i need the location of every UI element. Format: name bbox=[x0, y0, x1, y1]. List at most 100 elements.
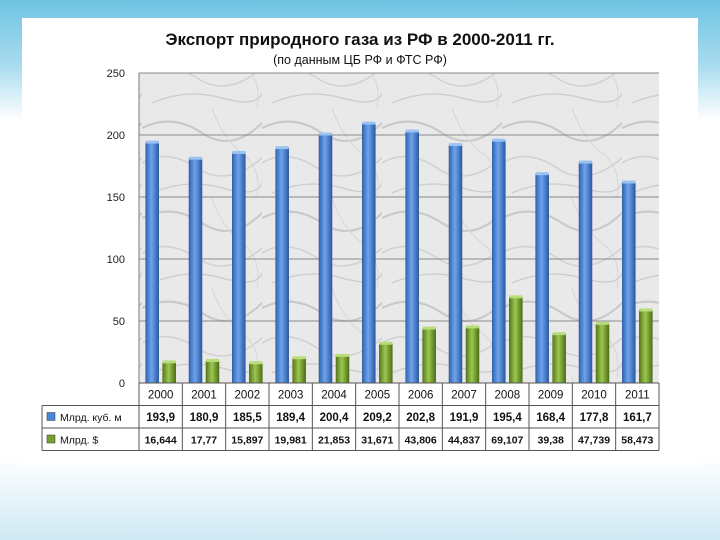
chart-title: Экспорт природного газа из РФ в 2000-201… bbox=[165, 30, 555, 49]
data-label: 43,806 bbox=[405, 435, 437, 447]
data-label: 15,897 bbox=[231, 435, 263, 447]
bar-volume-2003 bbox=[275, 147, 289, 384]
bar-cap bbox=[596, 321, 609, 325]
bar-volume-2004 bbox=[318, 134, 333, 384]
bar-volume-2001 bbox=[188, 158, 203, 384]
data-label: 200,4 bbox=[320, 412, 349, 424]
data-label: 44,837 bbox=[448, 435, 480, 447]
bar-cap bbox=[336, 353, 349, 357]
bar-cap bbox=[492, 138, 506, 142]
data-label: 195,4 bbox=[493, 412, 522, 424]
data-label: 185,5 bbox=[233, 412, 262, 424]
data-label: 161,7 bbox=[623, 412, 652, 424]
bar-cap bbox=[535, 172, 549, 176]
bar-cap bbox=[249, 361, 263, 365]
x-tick-label: 2004 bbox=[321, 390, 347, 402]
bar-cap bbox=[622, 180, 636, 184]
bar-value-2006 bbox=[422, 328, 436, 384]
bar-cap bbox=[422, 326, 436, 330]
x-tick-label: 2007 bbox=[451, 390, 477, 402]
legend-swatch bbox=[46, 412, 56, 421]
data-label: 31,671 bbox=[361, 435, 393, 447]
x-tick-label: 2005 bbox=[365, 390, 391, 402]
chart-subtitle: (по данным ЦБ РФ и ФТС РФ) bbox=[273, 53, 447, 67]
data-label: 17,77 bbox=[191, 435, 217, 447]
data-label: 39,38 bbox=[538, 435, 564, 447]
x-tick-label: 2002 bbox=[235, 390, 261, 402]
bar-value-2001 bbox=[205, 360, 220, 384]
slide-background-bottom bbox=[0, 455, 720, 540]
bar-cap bbox=[292, 356, 306, 360]
y-tick-label: 0 bbox=[119, 378, 125, 390]
bar-value-2005 bbox=[379, 343, 393, 384]
x-tick-label: 2003 bbox=[278, 390, 304, 402]
y-tick-label: 150 bbox=[107, 192, 125, 204]
bar-volume-2008 bbox=[492, 140, 506, 384]
bar-cap bbox=[379, 341, 393, 345]
bar-value-2000 bbox=[162, 362, 176, 384]
bar-value-2009 bbox=[552, 333, 566, 384]
bar-cap bbox=[362, 121, 376, 125]
bar-value-2011 bbox=[639, 310, 653, 384]
legend-swatch bbox=[46, 434, 56, 444]
x-tick-label: 2006 bbox=[408, 390, 434, 402]
data-label: 191,9 bbox=[450, 412, 479, 424]
data-label: 177,8 bbox=[580, 412, 609, 424]
bar-cap bbox=[275, 146, 289, 150]
y-tick-label: 50 bbox=[113, 316, 125, 328]
legend-label: Млрд. куб. м bbox=[60, 412, 122, 424]
legend-label: Млрд. $ bbox=[60, 435, 98, 447]
bar-cap bbox=[552, 332, 566, 336]
bar-value-2007 bbox=[465, 327, 480, 384]
x-tick-label: 2011 bbox=[625, 390, 650, 402]
y-tick-label: 250 bbox=[107, 68, 125, 80]
data-label: 168,4 bbox=[536, 412, 565, 424]
bar-volume-2002 bbox=[232, 152, 246, 384]
bar-value-2004 bbox=[335, 355, 350, 384]
data-label: 209,2 bbox=[363, 412, 392, 424]
x-tick-label: 2008 bbox=[495, 390, 521, 402]
bar-volume-2006 bbox=[405, 131, 419, 384]
bar-value-2010 bbox=[595, 323, 610, 384]
data-label: 193,9 bbox=[146, 412, 175, 424]
bar-volume-2009 bbox=[535, 173, 549, 384]
bar-cap bbox=[189, 156, 202, 160]
data-label: 16,644 bbox=[145, 435, 177, 447]
data-label: 47,739 bbox=[578, 435, 610, 447]
bar-volume-2000 bbox=[145, 142, 159, 384]
bar-volume-2005 bbox=[362, 123, 376, 384]
bar-volume-2011 bbox=[622, 182, 636, 384]
bar-cap bbox=[405, 129, 419, 133]
data-label: 189,4 bbox=[276, 412, 305, 424]
data-label: 202,8 bbox=[406, 412, 435, 424]
bar-cap bbox=[449, 143, 462, 147]
bar-cap bbox=[509, 295, 523, 299]
data-label: 21,853 bbox=[318, 435, 350, 447]
data-label: 19,981 bbox=[275, 435, 307, 447]
bar-cap bbox=[579, 160, 592, 164]
bar-value-2002 bbox=[249, 363, 263, 384]
bar-cap bbox=[162, 360, 176, 364]
chart-panel: Экспорт природного газа из РФ в 2000-201… bbox=[22, 18, 698, 466]
bar-value-2008 bbox=[509, 297, 523, 384]
bar-cap bbox=[466, 325, 479, 329]
x-tick-label: 2010 bbox=[581, 390, 607, 402]
bar-value-2003 bbox=[292, 357, 306, 384]
x-tick-label: 2009 bbox=[538, 390, 564, 402]
bar-cap bbox=[206, 358, 219, 362]
data-label: 58,473 bbox=[621, 435, 653, 447]
bar-cap bbox=[319, 132, 332, 136]
data-label: 180,9 bbox=[190, 412, 219, 424]
bar-cap bbox=[145, 140, 159, 144]
y-tick-label: 200 bbox=[107, 130, 125, 142]
bar-volume-2010 bbox=[578, 162, 593, 384]
bar-volume-2007 bbox=[448, 144, 463, 384]
x-tick-label: 2001 bbox=[191, 390, 217, 402]
bar-cap bbox=[639, 308, 653, 312]
y-tick-label: 100 bbox=[107, 254, 125, 266]
plot-area bbox=[139, 73, 659, 383]
x-tick-label: 2000 bbox=[148, 390, 174, 402]
data-label: 69,107 bbox=[491, 435, 523, 447]
bar-chart: 0 50 100 150 200 250 2000 2001 2002 2003 2004 2005… bbox=[41, 68, 660, 451]
bar-cap bbox=[232, 150, 246, 154]
